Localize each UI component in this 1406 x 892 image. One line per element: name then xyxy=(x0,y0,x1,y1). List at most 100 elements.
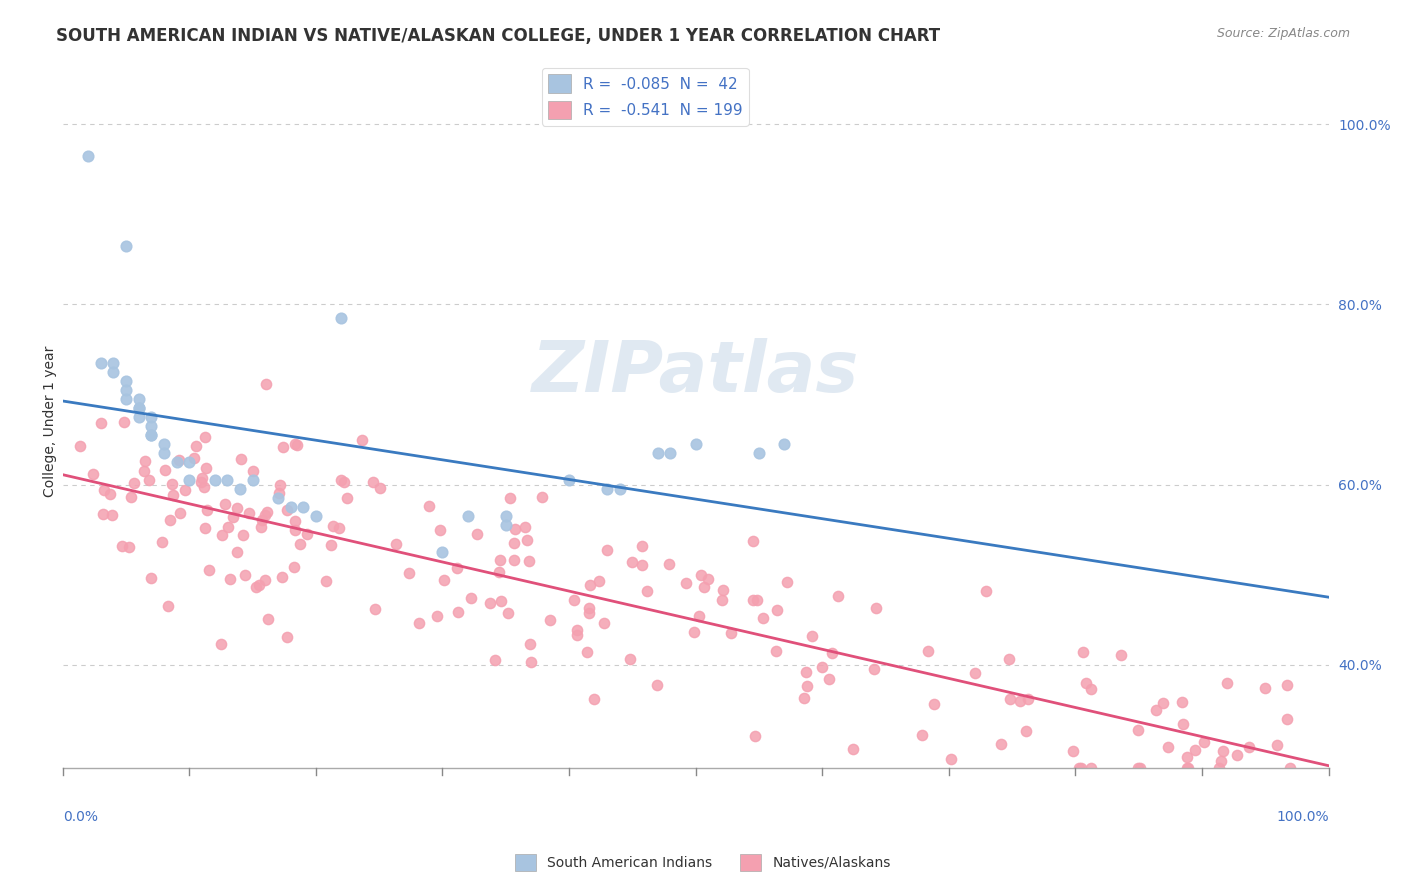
Point xyxy=(596,542,619,557)
Point xyxy=(801,629,824,643)
Point xyxy=(69,439,91,453)
Point xyxy=(93,483,115,497)
Point xyxy=(305,509,328,524)
Point xyxy=(195,503,218,517)
Point xyxy=(134,454,156,468)
Point xyxy=(162,488,184,502)
Legend: R =  -0.085  N =  42, R =  -0.541  N = 199: R = -0.085 N = 42, R = -0.541 N = 199 xyxy=(541,69,748,126)
Point xyxy=(141,428,163,442)
Point xyxy=(166,455,188,469)
Point xyxy=(153,437,176,451)
Point xyxy=(273,440,295,454)
Point xyxy=(675,575,697,590)
Point xyxy=(408,615,430,630)
Point xyxy=(503,522,526,536)
Point xyxy=(141,571,163,585)
Point xyxy=(496,606,519,620)
Point xyxy=(488,566,510,580)
Point xyxy=(194,429,217,443)
Point xyxy=(766,603,789,617)
Point xyxy=(111,539,134,553)
Point xyxy=(917,644,939,658)
Point xyxy=(156,599,179,614)
Point xyxy=(328,521,350,535)
Point xyxy=(658,558,681,572)
Point xyxy=(225,501,247,516)
Point xyxy=(692,580,714,594)
Point xyxy=(939,752,962,766)
Point xyxy=(1265,738,1288,752)
Point xyxy=(120,490,142,504)
Y-axis label: College, Under 1 year: College, Under 1 year xyxy=(44,346,58,497)
Point xyxy=(741,593,763,607)
Point xyxy=(117,540,139,554)
Point xyxy=(495,518,517,533)
Point xyxy=(115,239,138,253)
Point xyxy=(1184,743,1206,757)
Point xyxy=(1126,761,1149,775)
Point xyxy=(101,508,124,522)
Point xyxy=(752,610,775,624)
Point xyxy=(398,566,420,580)
Point xyxy=(744,730,766,744)
Text: ZIPatlas: ZIPatlas xyxy=(531,338,859,408)
Point xyxy=(214,497,236,511)
Point xyxy=(100,486,122,500)
Point xyxy=(288,537,311,551)
Point xyxy=(538,613,561,627)
Point xyxy=(242,464,264,478)
Point xyxy=(530,490,553,504)
Point xyxy=(1254,681,1277,696)
Point xyxy=(631,539,654,553)
Point xyxy=(330,473,353,487)
Point xyxy=(195,460,218,475)
Point xyxy=(141,419,163,434)
Point xyxy=(115,374,138,388)
Point xyxy=(636,583,658,598)
Point xyxy=(685,437,707,451)
Point xyxy=(1212,744,1234,758)
Point xyxy=(796,679,818,693)
Point xyxy=(1216,675,1239,690)
Point xyxy=(229,451,252,466)
Point xyxy=(519,637,541,651)
Point xyxy=(1144,703,1167,717)
Point xyxy=(285,438,308,452)
Point xyxy=(1062,743,1084,757)
Point xyxy=(197,563,219,577)
Point xyxy=(271,570,294,584)
Point xyxy=(368,481,391,495)
Point xyxy=(254,508,277,523)
Point xyxy=(773,437,796,451)
Point xyxy=(245,581,267,595)
Point xyxy=(257,612,280,626)
Point xyxy=(457,509,479,524)
Point xyxy=(150,535,173,549)
Point xyxy=(233,567,256,582)
Point xyxy=(242,473,264,487)
Point xyxy=(283,560,305,574)
Point xyxy=(112,415,135,429)
Point xyxy=(418,500,440,514)
Point xyxy=(254,377,277,392)
Point xyxy=(582,691,605,706)
Point xyxy=(631,558,654,572)
Point xyxy=(321,538,343,552)
Point xyxy=(138,474,160,488)
Point xyxy=(276,630,298,644)
Point xyxy=(502,535,524,549)
Point xyxy=(659,446,682,460)
Point xyxy=(503,552,526,566)
Point xyxy=(976,584,998,599)
Point xyxy=(645,678,668,692)
Point xyxy=(128,401,150,415)
Point xyxy=(115,392,138,406)
Point xyxy=(247,577,270,591)
Point xyxy=(292,500,315,514)
Point xyxy=(269,478,291,492)
Point xyxy=(128,401,150,415)
Point xyxy=(1069,761,1091,775)
Point xyxy=(276,503,298,517)
Point xyxy=(226,545,249,559)
Point xyxy=(827,589,849,603)
